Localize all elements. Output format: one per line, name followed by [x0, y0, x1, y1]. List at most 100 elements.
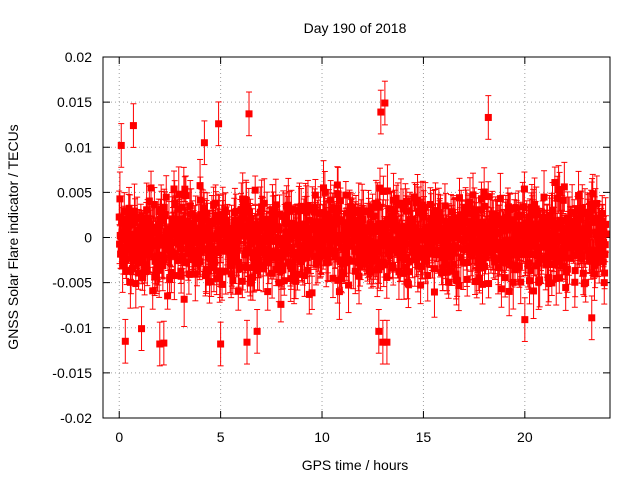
point-marker [137, 213, 145, 221]
point-marker [284, 201, 292, 209]
x-tick-label: 15 [416, 429, 432, 445]
point-marker [255, 261, 263, 269]
point-marker [355, 272, 363, 280]
point-marker [147, 184, 155, 192]
point-marker [320, 184, 328, 192]
point-marker [228, 261, 236, 269]
point-marker [303, 208, 311, 216]
point-marker [235, 265, 243, 273]
point-marker [368, 228, 376, 236]
point-marker [265, 259, 273, 267]
point-marker [354, 221, 362, 229]
point-marker [366, 220, 374, 228]
point-marker [403, 198, 411, 206]
point-marker [186, 202, 194, 210]
point-marker [185, 270, 193, 278]
point-marker [207, 278, 215, 286]
point-marker [375, 203, 383, 211]
point-marker [316, 210, 324, 218]
point-marker [164, 292, 172, 300]
point-marker [333, 231, 341, 239]
point-marker [275, 279, 283, 287]
point-marker [305, 231, 313, 239]
point-marker [247, 240, 255, 248]
point-marker [379, 187, 387, 195]
point-marker [367, 268, 375, 276]
point-marker [134, 245, 142, 253]
point-marker [178, 237, 186, 245]
x-tick-label: 10 [314, 429, 330, 445]
point-marker [195, 215, 203, 223]
point-marker [382, 222, 390, 230]
point-marker [321, 188, 329, 196]
point-marker [336, 197, 344, 205]
point-marker [370, 212, 378, 220]
point-marker [133, 214, 141, 222]
point-marker [137, 256, 145, 264]
x-tick-label: 0 [115, 429, 123, 445]
point-marker [245, 207, 253, 215]
point-marker [288, 244, 296, 252]
point-marker [284, 258, 292, 266]
point-marker [255, 256, 263, 264]
point-marker [335, 204, 343, 212]
point-marker [130, 257, 138, 265]
point-marker [263, 215, 271, 223]
point-marker [116, 195, 124, 203]
point-marker [272, 201, 280, 209]
point-marker [311, 191, 319, 199]
point-marker [251, 186, 259, 194]
point-marker [200, 246, 208, 254]
point-marker [278, 234, 286, 242]
point-marker [196, 258, 204, 266]
point-marker [296, 207, 304, 215]
point-marker [369, 203, 377, 211]
point-marker [310, 252, 318, 260]
y-tick-label: 0.01 [65, 139, 92, 155]
point-marker [139, 274, 147, 282]
point-marker [144, 251, 152, 259]
point-marker [268, 269, 276, 277]
y-tick-label: 0.015 [57, 94, 92, 110]
point-marker [231, 209, 239, 217]
point-marker [128, 265, 136, 273]
point-marker [219, 247, 227, 255]
point-marker [182, 192, 190, 200]
point-marker [304, 266, 312, 274]
point-marker [246, 279, 254, 287]
point-marker [319, 241, 327, 249]
point-marker [277, 300, 285, 308]
point-marker [166, 275, 174, 283]
point-marker [354, 259, 362, 267]
point-marker [430, 288, 438, 296]
point-marker [274, 261, 282, 269]
point-marker [276, 210, 284, 218]
point-marker [188, 219, 196, 227]
point-marker [342, 246, 350, 254]
point-marker [182, 259, 190, 267]
point-marker [282, 217, 290, 225]
point-marker [244, 249, 252, 257]
point-marker [159, 217, 167, 225]
point-marker [132, 280, 140, 288]
data-point [276, 194, 284, 234]
point-marker [324, 258, 332, 266]
point-marker [234, 287, 242, 295]
point-marker [145, 197, 153, 205]
point-marker [182, 227, 190, 235]
point-marker [405, 268, 413, 276]
point-marker [184, 218, 192, 226]
point-marker [291, 249, 299, 257]
y-tick-labels: -0.02 -0.015 -0.01 -0.005 0 0.005 0.01 0.015 0.0… [52, 49, 92, 426]
point-marker [239, 263, 247, 271]
point-marker [241, 251, 249, 259]
point-marker [346, 242, 354, 250]
point-marker [246, 216, 254, 224]
point-marker [150, 253, 158, 261]
x-tick-label: 5 [217, 429, 225, 445]
point-marker [196, 196, 204, 204]
x-tick-label: 20 [517, 429, 533, 445]
point-marker [249, 273, 257, 281]
point-marker [327, 196, 335, 204]
point-marker [143, 206, 151, 214]
